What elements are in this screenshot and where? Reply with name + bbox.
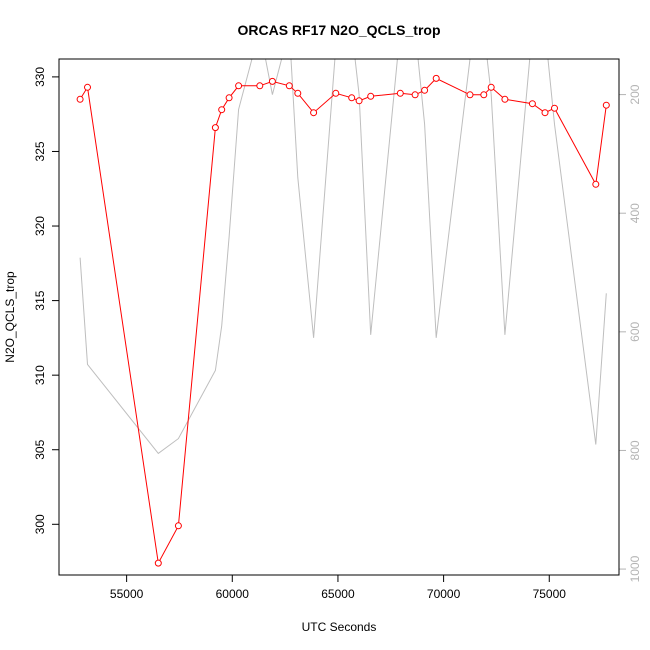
series-0-point-3 (174, 522, 182, 530)
series-0-point-24 (501, 95, 509, 103)
x-tick-label-3: 70000 (427, 587, 461, 601)
series-1-line (79, 59, 607, 455)
series-0-point-26 (541, 109, 549, 117)
series-0-point-23 (487, 83, 495, 91)
series-0-point-17 (396, 89, 404, 97)
y2-tick-label-0: 200 (628, 84, 642, 104)
y-axis-label: N2O_QCLS_trop (3, 271, 17, 363)
series-0-point-22 (480, 91, 488, 99)
series-0-point-13 (332, 89, 340, 97)
y2-tick-label-4: 1000 (628, 555, 642, 582)
series-0-point-7 (235, 82, 243, 90)
series-0-point-19 (421, 86, 429, 94)
series-0-point-14 (348, 94, 356, 102)
y-tick-label-4: 320 (33, 216, 47, 236)
series-0-point-27 (551, 104, 558, 112)
x-tick-label-1: 60000 (216, 587, 250, 601)
axes: 55000 60000 65000 70000 75000 300 305 310 315 320… (33, 67, 642, 601)
y2-tick-label-3: 800 (628, 440, 642, 460)
series-0-point-8 (256, 82, 264, 90)
y-tick-label-6: 330 (33, 67, 47, 87)
plot-frame (58, 58, 620, 576)
series-0-point-28 (592, 180, 600, 188)
series-0-point-29 (602, 101, 610, 109)
series-0-point-25 (528, 100, 536, 108)
series-0-point-6 (225, 94, 233, 102)
series-0-point-5 (218, 106, 226, 114)
series-0-point-4 (211, 124, 219, 132)
y-tick-label-0: 300 (33, 514, 47, 534)
y-tick-label-5: 325 (33, 141, 47, 161)
x-tick-label-0: 55000 (110, 587, 144, 601)
series-0-point-11 (294, 89, 302, 97)
series-0-point-20 (432, 74, 440, 82)
series-layer (76, 59, 610, 567)
y-tick-label-2: 310 (33, 365, 47, 385)
series-0-point-10 (285, 82, 293, 90)
series-0-point-2 (154, 559, 162, 567)
series-0-point-16 (367, 92, 375, 100)
series-0-point-9 (268, 77, 276, 85)
series-0-point-15 (355, 97, 363, 105)
y2-tick-label-1: 400 (628, 203, 642, 223)
x-axis-label: UTC Seconds (302, 620, 377, 634)
x-tick-label-2: 65000 (321, 587, 355, 601)
series-0-point-18 (411, 91, 419, 99)
y2-tick-label-2: 600 (628, 321, 642, 341)
y-tick-label-3: 315 (33, 290, 47, 310)
chart-title: ORCAS RF17 N2O_QCLS_trop (237, 22, 440, 38)
y-tick-label-1: 305 (33, 439, 47, 459)
series-0-point-21 (466, 91, 474, 99)
series-0-point-12 (310, 109, 318, 117)
series-0-point-0 (76, 95, 84, 103)
x-tick-label-4: 75000 (533, 587, 567, 601)
series-0-point-1 (84, 83, 91, 91)
